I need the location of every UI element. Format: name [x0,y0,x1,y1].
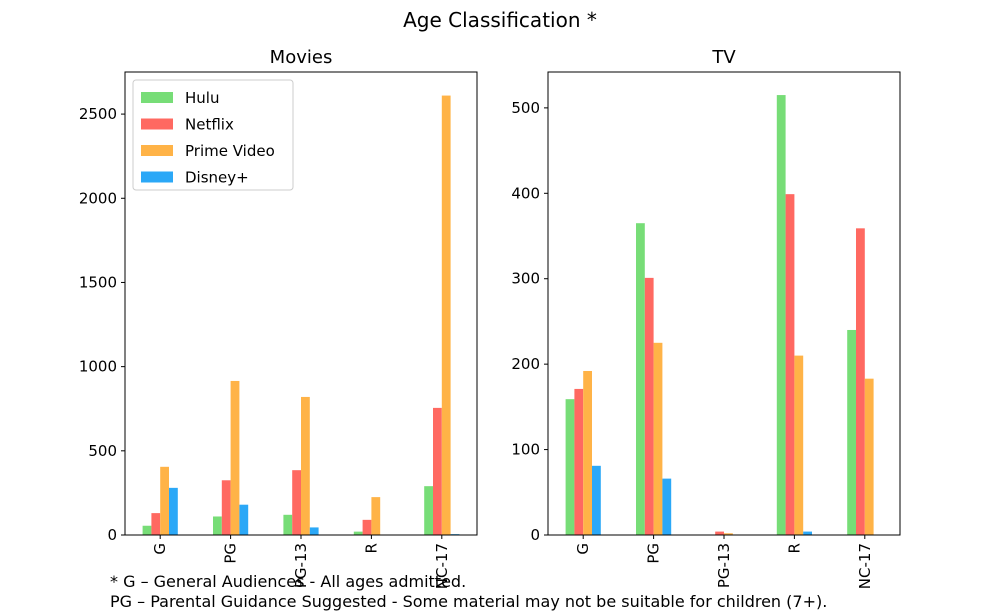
x-tick-label-g: G [151,543,169,555]
chart-title: TV [711,47,736,68]
x-tick-label-pg: PG [645,543,663,564]
bar-netflix-pg [644,277,654,535]
y-tick-label: 400 [511,184,540,202]
movies-chart: Movies 0 500 1000 1500 2000 2500 G PG PG-13 R NC-17… [79,47,478,589]
bar-disney-r [803,531,812,535]
y-tick-label: 100 [511,441,540,459]
y-tick-label: 500 [511,99,540,117]
bar-prime-video-pg-13 [301,396,310,535]
bar-netflix-r [785,194,795,535]
bar-hulu-g [142,525,152,535]
bar-netflix-r [362,519,372,535]
legend: Hulu Netflix Prime Video Disney+ [132,79,294,191]
y-tick-label: 0 [107,526,117,544]
y-tick-label: 2500 [79,105,117,123]
bar-disney-pg-13 [309,527,319,535]
bar-netflix-pg-13 [715,531,724,535]
legend-label-prime-video: Prime Video [185,142,275,160]
bar-prime-video-g [160,466,169,535]
y-tick-label: 0 [530,526,540,544]
bar-prime-video-pg [653,342,663,535]
legend-label-hulu: Hulu [185,89,219,107]
y-tick-label: 200 [511,355,540,373]
x-tick-label-pg-13: PG-13 [292,543,310,588]
bar-prime-video-pg [230,380,240,535]
bar-prime-video-g [583,370,592,535]
bar-hulu-pg [213,516,222,535]
bar-netflix-pg-13 [292,470,301,535]
bar-hulu-pg [636,223,645,535]
x-tick-label-r: R [362,543,380,553]
bar-prime-video-r [371,497,381,535]
bar-disney-pg [662,478,672,535]
legend-label-netflix: Netflix [185,116,234,134]
bar-disney-g [169,487,178,535]
bar-prime-video-nc-17 [441,95,451,535]
chart-title: Movies [270,47,333,68]
bar-hulu-nc-17 [847,329,856,535]
x-tick-label-nc-17: NC-17 [433,543,451,589]
bar-disney-g [592,465,601,535]
bar-netflix-g [574,388,584,535]
bar-netflix-nc-17 [856,228,865,535]
bar-netflix-g [151,513,161,535]
x-tick-label-pg-13: PG-13 [715,543,733,588]
x-tick-label-pg: PG [222,543,240,564]
bar-hulu-r [776,95,786,535]
bar-hulu-nc-17 [424,486,433,535]
bar-disney-pg [239,504,249,535]
bar-prime-video-r [794,355,804,535]
bar-hulu-pg-13 [283,514,293,535]
legend-label-disney: Disney+ [185,169,249,187]
legend-swatch-netflix [141,118,173,130]
y-tick-label: 1000 [79,358,117,376]
legend-box [132,79,294,191]
x-tick-label-r: R [785,543,803,553]
y-tick-label: 300 [511,270,540,288]
y-tick-label: 2000 [79,189,117,207]
y-tick-label: 500 [88,442,117,460]
x-tick-label-g: G [574,543,592,555]
y-tick-label: 1500 [79,273,117,291]
x-tick-label-nc-17: NC-17 [856,543,874,589]
legend-swatch-disney [141,171,173,183]
footnote-pg: PG – Parental Guidance Suggested - Some … [110,592,828,611]
bar-hulu-r [353,531,363,535]
tv-chart: TV 0 100 200 300 400 500 G PG PG-13 R NC-17 [511,47,901,589]
legend-swatch-prime-video [141,145,173,156]
bar-netflix-nc-17 [433,407,442,535]
figure-title: Age Classification * [403,8,597,32]
bar-prime-video-pg-13 [724,533,733,535]
footnote-g: * G – General Audiences - All ages admit… [110,572,467,591]
bar-netflix-pg [221,480,231,535]
bar-prime-video-nc-17 [864,378,874,535]
legend-swatch-hulu [141,92,173,103]
bar-hulu-g [565,399,575,535]
